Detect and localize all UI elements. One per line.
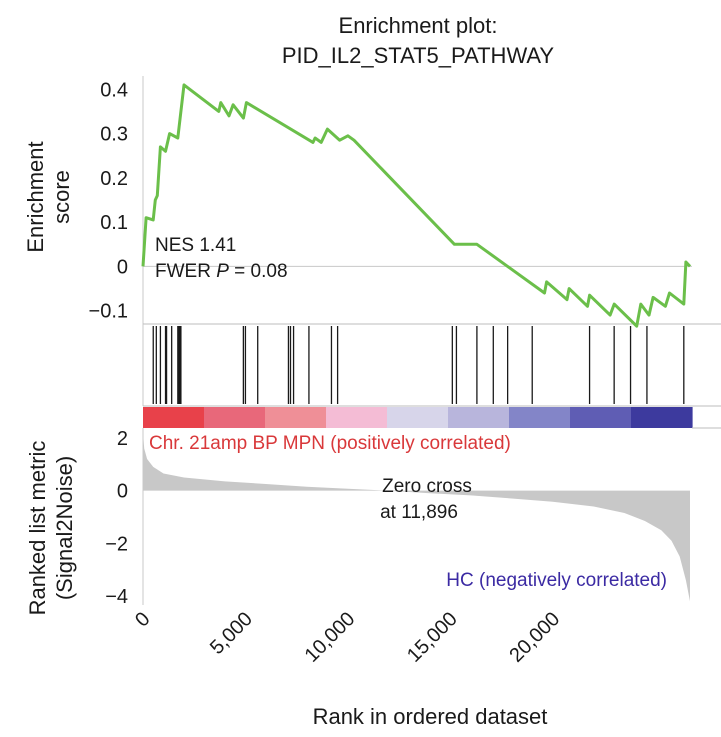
x-tick-label: 0 [131,608,154,631]
colorbar-segment [265,407,327,428]
metric-y-tick-label: −2 [105,533,128,555]
colorbar-segment [448,407,510,428]
metric-y-tick-labels: 2 0 −2 −4 [105,428,128,608]
colorbar-segment [143,407,205,428]
x-tick-label: 10,000 [301,608,360,667]
rank-colorbar [143,407,693,428]
metric-ylabel-line1: Ranked list metric [25,441,50,616]
chart-title-line1: Enrichment plot: [339,13,498,38]
es-panel: 0.4 0.3 0.2 0.1 0 −0.1 NES 1.41 FWER P = 0.08… [23,76,721,328]
x-tick-label: 5,000 [206,608,257,659]
fwer-value: = 0.08 [229,261,288,282]
metric-ylabel-line2: (Signal2Noise) [52,456,77,600]
enrichment-score-line [141,83,692,328]
fwer-p: P [216,261,229,282]
es-y-tick-label: 0.4 [100,79,128,101]
zero-cross-label-line1: Zero cross [382,476,472,497]
metric-y-tick-label: −4 [105,586,128,608]
positive-correlated-label: Chr. 21amp BP MPN (positively correlated… [149,433,511,454]
x-tick-label: 20,000 [505,608,564,667]
chart-title-line2: PID_IL2_STAT5_PATHWAY [282,43,555,68]
nes-annotation: NES 1.41 [155,235,236,256]
colorbar-segment [204,407,266,428]
gene-hit-markers [152,326,685,404]
colorbar-segment [509,407,571,428]
es-y-tick-label: 0.3 [100,124,128,146]
metric-y-tick-label: 2 [117,428,128,450]
colorbar-segment [387,407,449,428]
negative-correlated-label: HC (negatively correlated) [446,570,667,591]
es-ylabel-line2: score [49,170,74,224]
fwer-prefix: FWER [155,261,216,282]
fwer-annotation: FWER P = 0.08 [155,261,288,282]
x-axis-label: Rank in ordered dataset [313,704,548,729]
x-tick-labels: 0 5,000 10,000 15,000 20,000 [131,608,564,667]
colorbar-segment [631,407,693,428]
es-ylabel-line1: Enrichment [23,141,48,252]
metric-y-tick-label: 0 [117,481,128,503]
x-tick-label: 15,000 [403,608,462,667]
colorbar-segment [326,407,388,428]
es-y-tick-label: 0 [117,256,128,278]
hits-panel [142,324,721,407]
metric-panel: 2 0 −2 −4 Chr. 21amp BP MPN (positively cor… [25,428,690,616]
zero-cross-label-line2: at 11,896 [380,502,458,523]
es-y-tick-labels: 0.4 0.3 0.2 0.1 0 −0.1 [89,79,128,322]
colorbar-segment [570,407,632,428]
es-y-tick-label: 0.2 [100,168,128,190]
es-y-tick-label: −0.1 [89,301,128,323]
es-y-tick-label: 0.1 [100,212,128,234]
